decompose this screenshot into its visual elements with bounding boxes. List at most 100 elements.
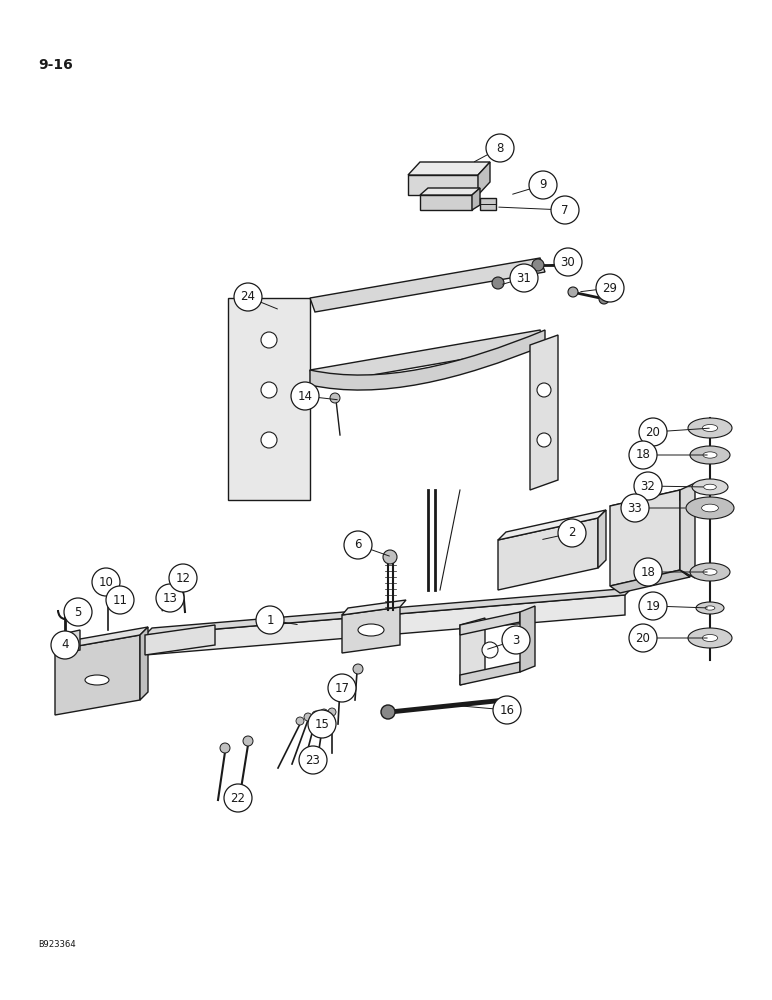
Circle shape [169, 564, 197, 592]
Circle shape [639, 592, 667, 620]
Polygon shape [610, 570, 690, 593]
Circle shape [621, 494, 649, 522]
Circle shape [529, 171, 557, 199]
Circle shape [296, 717, 304, 725]
Text: B923364: B923364 [38, 940, 76, 949]
Circle shape [261, 382, 277, 398]
Circle shape [291, 382, 319, 410]
Circle shape [554, 248, 582, 276]
Ellipse shape [358, 624, 384, 636]
Ellipse shape [114, 599, 126, 605]
Polygon shape [310, 330, 545, 385]
Text: 22: 22 [231, 792, 245, 804]
Polygon shape [408, 162, 490, 175]
Ellipse shape [704, 484, 716, 490]
Ellipse shape [688, 418, 732, 438]
Polygon shape [342, 607, 400, 653]
Circle shape [486, 134, 514, 162]
Text: 18: 18 [641, 566, 655, 578]
Polygon shape [680, 483, 695, 578]
Text: 8: 8 [496, 141, 503, 154]
Polygon shape [420, 188, 480, 195]
Circle shape [599, 294, 609, 304]
Text: 17: 17 [334, 682, 350, 694]
Polygon shape [342, 600, 406, 615]
Ellipse shape [85, 675, 109, 685]
Polygon shape [472, 188, 480, 210]
Circle shape [639, 418, 667, 446]
Circle shape [304, 713, 312, 721]
Polygon shape [310, 258, 545, 312]
Text: 4: 4 [61, 639, 69, 652]
Ellipse shape [696, 602, 724, 614]
Ellipse shape [703, 635, 718, 642]
Text: 24: 24 [241, 290, 256, 304]
Ellipse shape [703, 424, 718, 432]
Text: 33: 33 [628, 502, 642, 514]
Circle shape [551, 196, 579, 224]
Polygon shape [228, 298, 310, 500]
Ellipse shape [703, 452, 717, 458]
Polygon shape [498, 518, 598, 590]
Circle shape [335, 680, 345, 690]
Text: 12: 12 [175, 572, 191, 584]
Circle shape [328, 708, 336, 716]
Circle shape [328, 674, 356, 702]
Text: 16: 16 [499, 704, 514, 716]
Polygon shape [145, 588, 632, 635]
Text: 15: 15 [314, 718, 330, 730]
Polygon shape [480, 198, 496, 210]
Text: 18: 18 [635, 448, 651, 462]
Circle shape [234, 283, 262, 311]
Circle shape [381, 705, 395, 719]
Polygon shape [145, 625, 215, 655]
Polygon shape [680, 490, 690, 507]
Circle shape [261, 332, 277, 348]
Circle shape [629, 441, 657, 469]
Circle shape [344, 531, 372, 559]
Text: 32: 32 [641, 480, 655, 492]
Text: 20: 20 [645, 426, 660, 438]
Circle shape [320, 709, 328, 717]
Circle shape [256, 606, 284, 634]
Circle shape [537, 433, 551, 447]
Text: 5: 5 [74, 605, 82, 618]
Circle shape [502, 626, 530, 654]
Circle shape [532, 259, 544, 271]
Circle shape [596, 274, 624, 302]
Text: 30: 30 [560, 255, 575, 268]
Text: 6: 6 [354, 538, 362, 552]
Circle shape [64, 598, 92, 626]
Polygon shape [460, 662, 520, 685]
Text: 10: 10 [99, 576, 113, 588]
Polygon shape [598, 510, 606, 568]
Text: 1: 1 [266, 613, 274, 626]
Text: 9: 9 [540, 178, 547, 192]
Polygon shape [58, 630, 80, 655]
Polygon shape [140, 627, 148, 700]
Polygon shape [145, 595, 625, 655]
Text: 29: 29 [602, 282, 618, 294]
Ellipse shape [703, 569, 717, 575]
Circle shape [243, 736, 253, 746]
Circle shape [261, 432, 277, 448]
Polygon shape [530, 335, 558, 490]
Text: 14: 14 [297, 389, 313, 402]
Text: 2: 2 [568, 526, 576, 540]
Circle shape [106, 586, 134, 614]
Polygon shape [55, 627, 148, 650]
Ellipse shape [177, 573, 189, 579]
Circle shape [92, 568, 120, 596]
Circle shape [224, 784, 252, 812]
Circle shape [558, 519, 586, 547]
Circle shape [510, 264, 538, 292]
Ellipse shape [690, 563, 730, 581]
Circle shape [634, 558, 662, 586]
Polygon shape [478, 162, 490, 195]
Circle shape [353, 664, 363, 674]
Circle shape [308, 710, 336, 738]
Circle shape [330, 393, 340, 403]
Polygon shape [520, 606, 535, 672]
Polygon shape [460, 612, 520, 635]
Circle shape [383, 550, 397, 564]
